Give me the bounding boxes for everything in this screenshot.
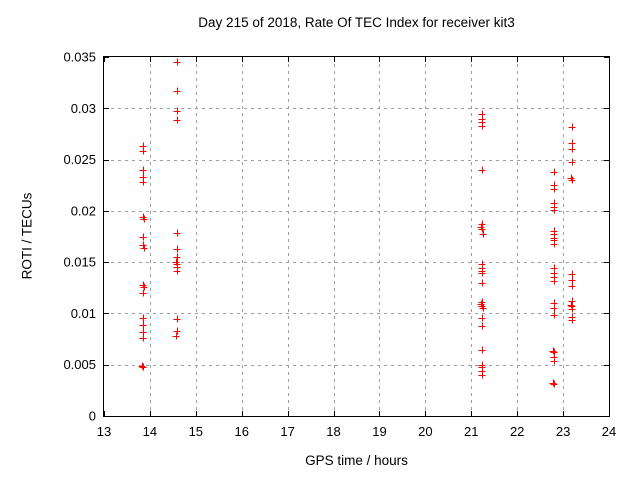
grid-lines [104, 57, 609, 416]
y-tick-labels: 0 0.005 0.01 0.015 0.02 0.025 0.03 0.035 [63, 50, 96, 424]
y-tick-label: 0.025 [63, 152, 96, 167]
scatter-point [139, 178, 147, 186]
scatter-point [478, 346, 486, 354]
scatter-point [568, 316, 576, 324]
scatter-point [568, 123, 576, 131]
scatter-point [568, 145, 576, 153]
scatter-point [568, 176, 576, 184]
scatter-point [139, 314, 147, 322]
scatter-point [138, 362, 146, 370]
scatter-point [139, 147, 147, 155]
scatter-point [172, 332, 180, 340]
scatter-point [173, 245, 181, 253]
y-tick-label: 0.01 [71, 306, 96, 321]
scatter-point [139, 328, 147, 336]
x-tick-label: 20 [418, 424, 432, 439]
scatter-point [173, 267, 181, 275]
scatter-point [568, 158, 576, 166]
scatter-point [478, 269, 486, 277]
scatter-point [478, 322, 486, 330]
scatter-point [549, 379, 557, 387]
scatter-point [479, 230, 487, 238]
scatter-point [568, 276, 576, 284]
scatter-point [550, 277, 558, 285]
scatter-point [173, 327, 181, 335]
scatter-point [478, 225, 486, 233]
scatter-point [139, 233, 147, 241]
scatter-point [173, 229, 181, 237]
scatter-point [550, 185, 558, 193]
x-tick-label: 14 [143, 424, 157, 439]
x-tick-label: 19 [372, 424, 386, 439]
scatter-point [550, 304, 558, 312]
data-points-roti [138, 58, 576, 388]
chart-title: Day 215 of 2018, Rate Of TEC Index for r… [198, 15, 515, 30]
scatter-point [550, 311, 558, 319]
y-tick-label: 0.005 [63, 357, 96, 372]
y-tick-label: 0.02 [71, 203, 96, 218]
scatter-point [550, 240, 558, 248]
scatter-point [139, 289, 147, 297]
scatter-point [568, 270, 576, 278]
x-tick-label: 24 [602, 424, 616, 439]
scatter-point [173, 253, 181, 261]
scatter-point [140, 283, 148, 291]
x-tick-label: 13 [97, 424, 111, 439]
y-tick-label: 0.035 [63, 50, 96, 65]
scatter-point [550, 357, 558, 365]
scatter-point [173, 58, 181, 66]
scatter-point [550, 206, 558, 214]
scatter-point [568, 305, 576, 313]
x-tick-labels: 13 14 15 16 17 18 19 20 21 22 23 24 [97, 424, 616, 439]
scatter-point [139, 166, 147, 174]
y-tick-label: 0 [89, 409, 96, 424]
scatter-point [140, 244, 148, 252]
x-tick-label: 15 [189, 424, 203, 439]
scatter-point [478, 314, 486, 322]
scatter-point [549, 347, 557, 355]
plot-border-and-ticks [103, 56, 610, 417]
scatter-point [568, 139, 576, 147]
x-axis-label: GPS time / hours [305, 453, 408, 468]
x-tick-label: 21 [464, 424, 478, 439]
scatter-point [173, 107, 181, 115]
scatter-point [173, 87, 181, 95]
scatter-point [550, 380, 558, 388]
scatter-point [173, 116, 181, 124]
scatter-point [173, 315, 181, 323]
scatter-point [478, 371, 486, 379]
x-tick-label: 17 [280, 424, 294, 439]
scatter-point [567, 301, 575, 309]
scatter-point [140, 215, 148, 223]
scatter-point [139, 241, 147, 249]
x-tick-label: 22 [510, 424, 524, 439]
scatter-point [479, 304, 487, 312]
x-tick-label: 18 [326, 424, 340, 439]
y-tick-label: 0.015 [63, 255, 96, 270]
scatter-point [139, 321, 147, 329]
scatter-point [568, 282, 576, 290]
scatter-point [139, 334, 147, 342]
scatter-point [478, 122, 486, 130]
scatter-point [478, 279, 486, 287]
scatter-point [139, 363, 147, 371]
x-tick-label: 23 [556, 424, 570, 439]
scatter-point [550, 168, 558, 176]
x-tick-label: 16 [234, 424, 248, 439]
scatter-point [478, 166, 486, 174]
y-tick-label: 0.03 [71, 101, 96, 116]
